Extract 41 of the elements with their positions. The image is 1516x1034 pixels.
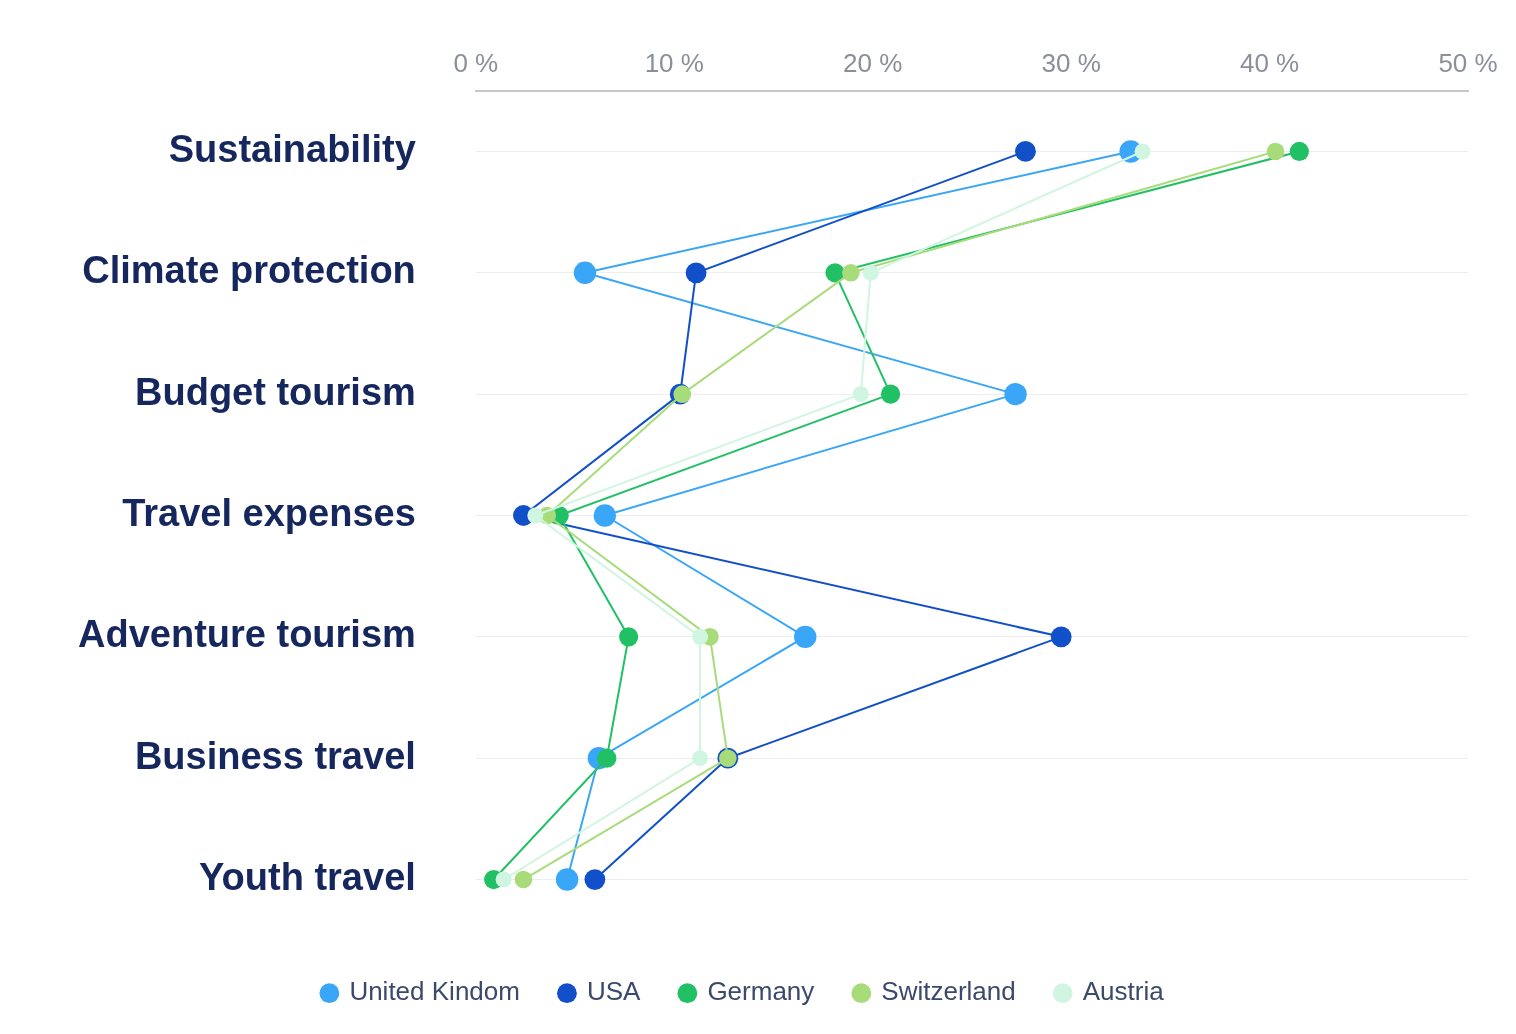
point: [597, 748, 617, 768]
point: [593, 504, 617, 527]
x-tick-label: 50 %: [1438, 48, 1498, 79]
point: [852, 386, 869, 403]
point: [619, 627, 639, 647]
y-tick-label: Travel expenses: [122, 491, 416, 534]
point: [842, 264, 860, 282]
x-tick-label: 20 %: [843, 48, 903, 79]
y-tick-label: Adventure tourism: [78, 613, 416, 656]
point: [692, 628, 709, 645]
point: [573, 261, 597, 285]
point: [794, 625, 817, 649]
x-tick-label: 30 %: [1041, 48, 1101, 79]
point: [862, 264, 879, 281]
point: [1134, 143, 1151, 160]
point: [692, 750, 709, 767]
y-tick-label: Sustainability: [168, 127, 416, 170]
point: [1004, 382, 1027, 406]
point: [1015, 141, 1036, 162]
point: [584, 869, 606, 890]
point: [514, 870, 533, 889]
y-tick-label: Youth travel: [199, 856, 416, 899]
x-tick-label: 10 %: [644, 48, 704, 79]
point: [1266, 142, 1285, 161]
point: [880, 384, 901, 404]
point: [555, 868, 579, 891]
x-tick-label: 40 %: [1239, 48, 1300, 79]
y-tick-label: Business travel: [134, 734, 416, 777]
point: [1289, 141, 1309, 162]
y-tick-label: Budget tourism: [135, 370, 416, 413]
legend-label: United Kindom: [349, 976, 520, 1007]
point: [495, 871, 512, 888]
point: [1050, 626, 1072, 648]
legend-label: Germany: [707, 976, 815, 1007]
legend-label: Switzerland: [881, 976, 1016, 1007]
point: [685, 262, 707, 284]
legend-label: USA: [586, 976, 642, 1007]
y-tick-label: Climate protection: [82, 249, 416, 292]
legend-label: Austria: [1082, 976, 1165, 1007]
x-tick-label: 0 %: [453, 48, 499, 79]
point: [527, 507, 544, 524]
